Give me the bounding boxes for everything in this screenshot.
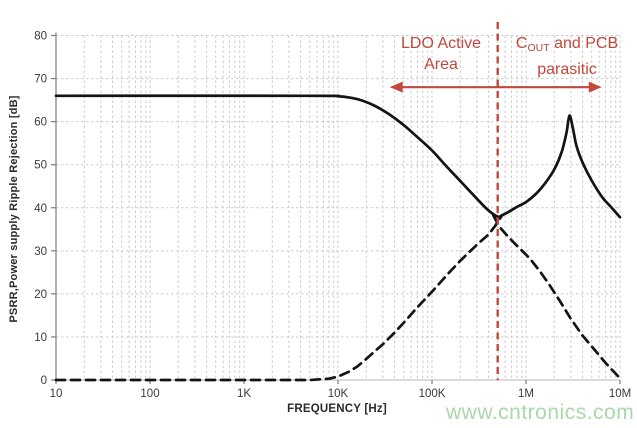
x-tick-label: 10K bbox=[328, 388, 349, 400]
annotation-cout-post: and PCB bbox=[549, 35, 619, 52]
y-tick-label: 50 bbox=[34, 160, 47, 172]
annotation-ldo-active-area: LDO Active Area bbox=[401, 33, 481, 75]
y-tick-label: 40 bbox=[34, 203, 47, 215]
x-tick-label: 1K bbox=[237, 388, 251, 400]
x-axis-title: FREQUENCY [Hz] bbox=[287, 403, 387, 415]
y-tick-label: 0 bbox=[41, 375, 47, 387]
range-arrow-head-left bbox=[389, 81, 403, 93]
annotation-cout-subscript: OUT bbox=[527, 42, 550, 54]
x-tick-label: 1M bbox=[518, 388, 534, 400]
x-tick-label: 100K bbox=[419, 388, 446, 400]
y-tick-label: 60 bbox=[34, 117, 47, 129]
y-tick-label: 20 bbox=[34, 289, 47, 301]
annotation-ldo-line2: Area bbox=[424, 56, 458, 73]
annotation-ldo-line1: LDO Active bbox=[400, 35, 482, 52]
y-tick-label: 30 bbox=[34, 246, 47, 258]
series-curve-1 bbox=[54, 214, 504, 382]
annotation-cout-line2: parasitic bbox=[537, 61, 597, 78]
x-tick-label: 10 bbox=[50, 388, 63, 400]
watermark-text: www.cntronics.com bbox=[446, 401, 635, 424]
y-tick-label: 70 bbox=[34, 74, 47, 86]
range-arrow-head-right bbox=[588, 81, 602, 93]
y-tick-label: 80 bbox=[34, 31, 47, 43]
y-axis-title: PSRR,Power supply Ripple Rejection [dB] bbox=[8, 95, 20, 323]
x-tick-label: 10M bbox=[609, 388, 631, 400]
series-curve-2 bbox=[492, 214, 622, 380]
annotation-cout-pre: C bbox=[515, 35, 528, 52]
annotation-cout-pcb-parasitic: COUT and PCB parasitic bbox=[516, 33, 618, 80]
y-tick-label: 10 bbox=[34, 332, 47, 344]
x-tick-label: 100 bbox=[140, 388, 159, 400]
